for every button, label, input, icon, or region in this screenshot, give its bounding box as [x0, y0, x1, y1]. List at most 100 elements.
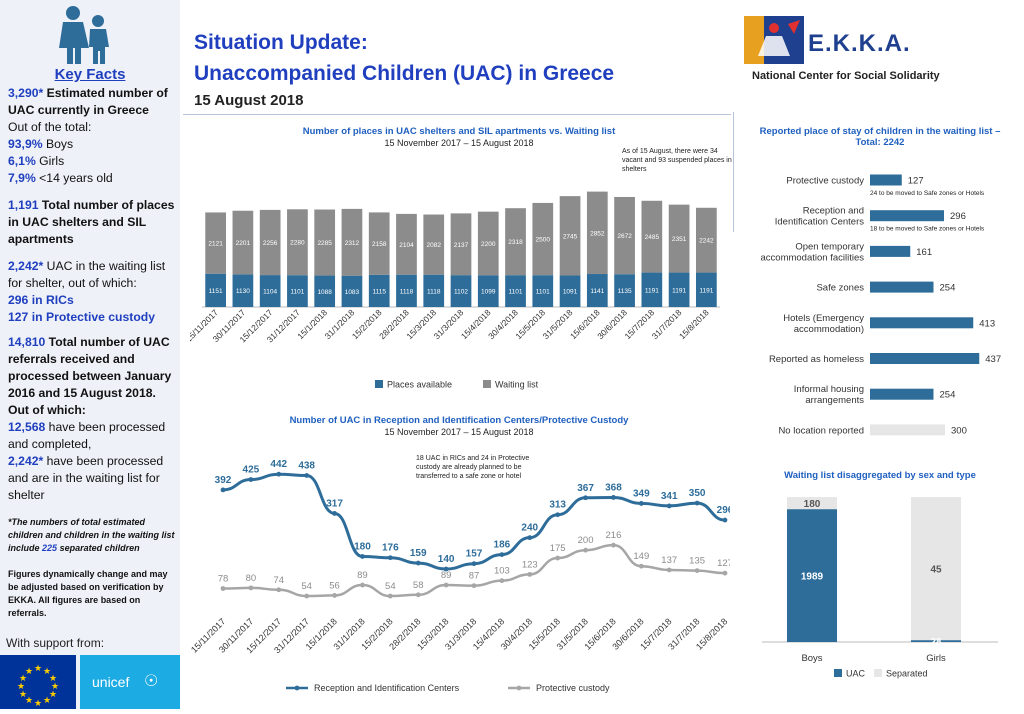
bar-places-available — [314, 275, 336, 307]
line-value-label: 58 — [413, 580, 424, 591]
key-facts-title: Key Facts — [54, 66, 126, 83]
org-subtitle: National Center for Social Solidarity — [752, 70, 940, 82]
line-point — [555, 555, 561, 561]
hbar-note: 18 to be moved to Safe zones or Hotels — [870, 226, 985, 233]
rics-value: 296 — [8, 293, 29, 307]
fact3-text: UAC in the waiting list for shelter, out… — [8, 259, 166, 290]
org-name: E.K.K.A. — [808, 30, 911, 57]
bar-waiting-list — [396, 213, 417, 275]
boys-label: Boys — [45, 137, 74, 151]
bar-waiting-label: 2351 — [672, 236, 687, 243]
x-tick-label: Boys — [801, 653, 822, 664]
line-value-label: 140 — [438, 554, 455, 565]
bar-waiting-list — [532, 202, 554, 276]
bar-waiting-label: 2672 — [617, 233, 632, 240]
line-point — [443, 566, 449, 572]
line-point — [527, 535, 533, 541]
bar-separated-label: 180 — [804, 499, 821, 510]
bar-waiting-label: 2318 — [508, 239, 523, 246]
bar-places-label: 1191 — [699, 287, 713, 294]
hbar-value: 437 — [985, 354, 1001, 365]
line-point — [666, 503, 672, 509]
legend-label: Reception and Identification Centers — [314, 683, 460, 693]
bar-places-label: 1101 — [509, 289, 523, 296]
bar-waiting-label: 2158 — [372, 241, 387, 248]
bar-waiting-list — [668, 204, 690, 273]
svg-text:★: ★ — [49, 673, 57, 683]
bar-places-available — [505, 275, 526, 307]
svg-text:★: ★ — [25, 695, 33, 705]
line-point — [332, 593, 337, 598]
line-value-label: 349 — [633, 488, 650, 499]
line-value-label: 54 — [385, 581, 396, 592]
chart2-line-chart: 392 425 442 438 317 180 176 159 140 157 186 240 313 3… — [190, 459, 730, 693]
line-value-label: 56 — [329, 580, 340, 591]
waiting-text: have been processed and are in the waiti… — [8, 454, 164, 502]
eu-stars-icon: ★ ★★ ★★★ ★★★ ★★★ — [17, 663, 59, 708]
bar-places-label: 1130 — [236, 288, 250, 295]
chart1-subtitle: 15 November 2017 – 15 August 2018 — [384, 138, 534, 148]
line-point — [387, 593, 393, 599]
key-facts-sidebar: Key Facts 3,290* Estimated number of UAC… — [0, 0, 180, 709]
line-point — [220, 487, 226, 493]
line-point — [583, 495, 588, 501]
bar-places-label: 1101 — [536, 289, 550, 296]
bar-waiting-label: 2312 — [345, 240, 360, 247]
completed-value: 12,568 — [8, 420, 46, 434]
bar-uac — [911, 640, 961, 642]
bar-places-label: 1115 — [372, 288, 386, 295]
bar-waiting-label: 2485 — [645, 234, 660, 241]
fact1-value: 3,290* — [8, 86, 44, 100]
bar-places-available — [668, 272, 690, 307]
line-value-label: 137 — [661, 555, 677, 566]
bar-places-available — [586, 274, 608, 307]
bar-waiting-list — [614, 196, 635, 275]
unicef-emblem-icon: ☉ — [144, 673, 159, 690]
line-point — [694, 500, 700, 506]
svg-text:★: ★ — [34, 663, 42, 673]
line-point — [722, 570, 728, 576]
bar-places-available — [559, 275, 581, 307]
bar-waiting-label: 2852 — [590, 230, 605, 237]
legend-swatch — [375, 380, 383, 388]
fact1-sub: Out of the total: — [8, 120, 92, 134]
bar-waiting-label: 2104 — [399, 242, 414, 249]
line-value-label: 159 — [410, 548, 427, 559]
bar-uac-label: 28 — [930, 637, 942, 648]
line-value-label: 350 — [689, 488, 706, 499]
line-point — [638, 563, 644, 569]
line-point — [666, 567, 672, 573]
under14-label: <14 years old — [39, 171, 113, 185]
bar-waiting-label: 2285 — [317, 240, 332, 247]
footnote: *The numbers of total estimated children… — [8, 516, 176, 555]
line-value-label: 425 — [243, 465, 260, 476]
bar-places-available — [641, 272, 663, 307]
disclaimer: Figures dynamically change and may be ad… — [8, 569, 168, 618]
line-value-label: 78 — [218, 574, 229, 585]
bar-places-label: 1151 — [209, 288, 223, 295]
bar-places-available — [614, 274, 635, 307]
bar-waiting-label: 2201 — [236, 240, 251, 247]
divider-vertical — [733, 112, 734, 232]
line-value-label: 240 — [521, 523, 538, 534]
fact1-text: Estimated number of UAC currently in Gre… — [8, 86, 168, 117]
hbar-value: 254 — [940, 283, 956, 294]
fact4-text: Total number of UAC referrals received a… — [8, 335, 172, 417]
hbar-value: 161 — [916, 247, 932, 258]
line-value-label: 135 — [689, 556, 705, 567]
legend-marker — [294, 685, 300, 691]
hbar-category-label: Reported as homeless — [769, 354, 864, 365]
svg-text:★: ★ — [49, 689, 57, 699]
line-point — [638, 501, 644, 506]
line-value-label: 296 — [717, 505, 730, 516]
line-value-label: 149 — [633, 551, 649, 562]
fact-referrals: 14,810 Total number of UAC referrals rec… — [8, 334, 176, 504]
chart4-title: Waiting list disaggregated by sex and ty… — [784, 470, 976, 481]
hbar-category-label: No location reported — [778, 425, 864, 436]
footnote-num: 225 — [42, 543, 58, 553]
bar-places-available — [259, 275, 281, 307]
line-value-label: 313 — [549, 500, 566, 511]
page-date: 15 August 2018 — [194, 92, 304, 109]
line-point — [248, 585, 254, 591]
bar-waiting-list — [314, 209, 336, 276]
